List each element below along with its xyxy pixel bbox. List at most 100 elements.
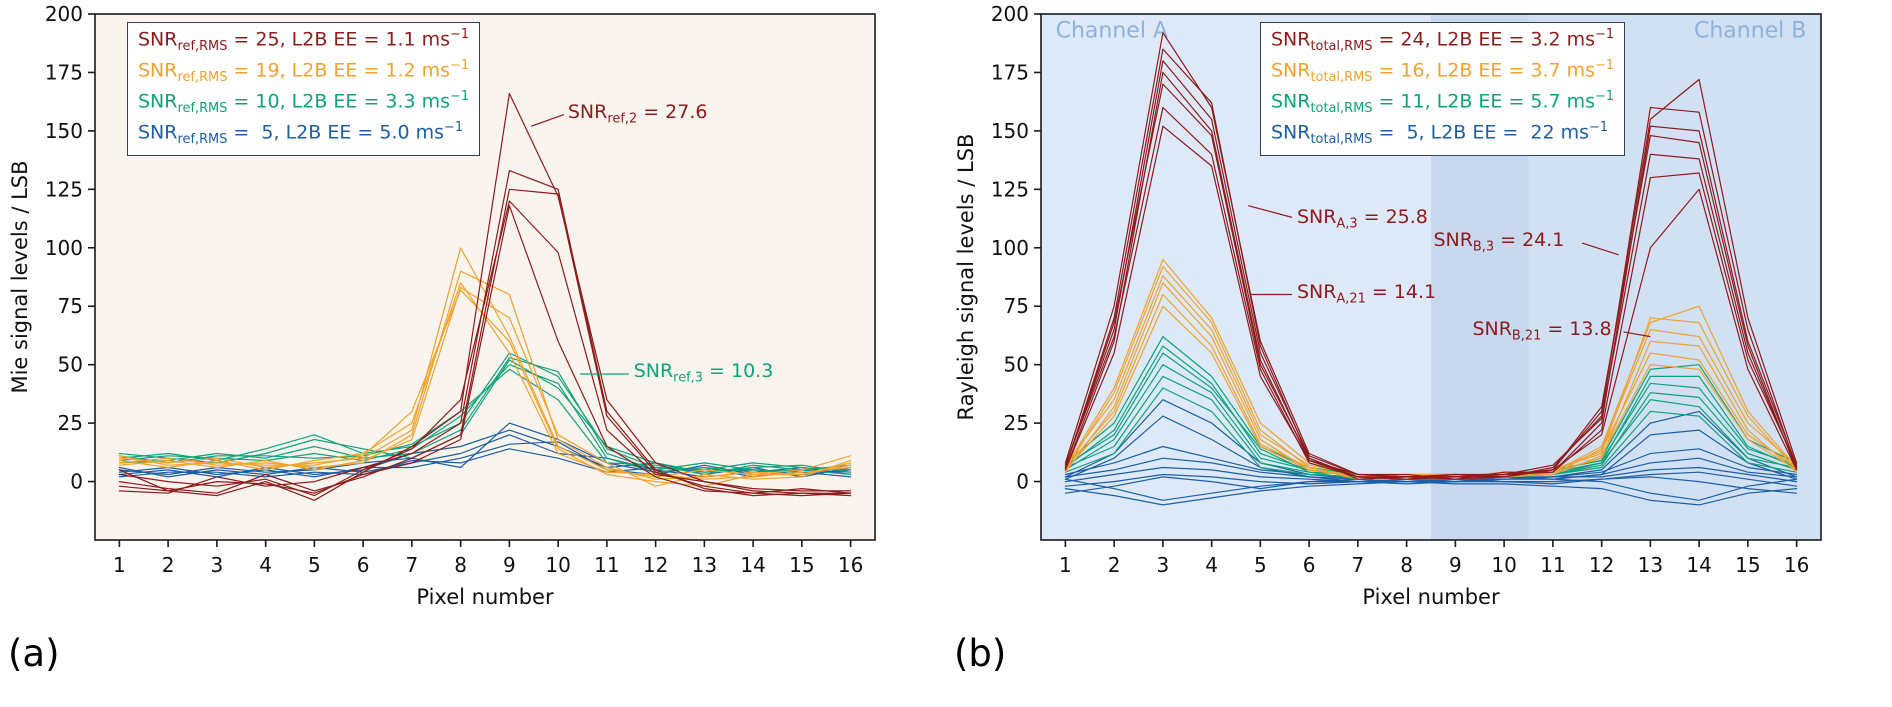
series-line [118,282,852,480]
panel-label-a: (a) [8,632,60,675]
y-tick-label: 50 [1004,353,1029,377]
panel-b: Channel A Channel B 0 25 50 75 100 125 150 175 200… [946,0,1892,707]
x-tick-label: 6 [1303,553,1316,577]
y-tick-label: 75 [58,294,83,318]
annotation-label: SNRA,21 = 14.1 [1296,280,1437,307]
legend: SNRtotal,RMS = 24, L2B EE = 3.2 ms−1 SNRt… [1260,22,1626,157]
y-tick-label: 125 [45,177,83,201]
annotation-label: SNRB,21 = 13.8 [1472,317,1612,344]
annotation-leader [1581,242,1619,256]
x-tick-label: 6 [357,553,370,577]
series-line [1064,83,1798,480]
x-axis-title: Pixel number [1362,585,1500,609]
series-line [118,188,852,497]
y-tick-label: 50 [58,353,83,377]
legend-entry: SNRtotal,RMS = 16, L2B EE = 3.7 ms−1 [1271,57,1615,85]
x-tick-label: 7 [1352,553,1365,577]
x-tick-label: 1 [1059,553,1072,577]
x-tick-label: 3 [1157,553,1170,577]
rayleigh-signal-chart: Channel A Channel B 0 25 50 75 100 125 150 175 200… [946,0,1892,707]
x-tick-label: 15 [1735,553,1760,577]
x-tick-label: 5 [308,553,321,577]
chart-svg: Channel A Channel B0255075100125150175200… [954,2,1822,609]
annotation-label: SNRB,3 = 24.1 [1433,228,1565,255]
y-tick-label: 25 [1004,411,1029,435]
legend-entry: SNRtotal,RMS = 11, L2B EE = 5.7 ms−1 [1271,88,1615,116]
y-tick-label: 0 [70,470,83,494]
y-tick-label: 25 [58,411,83,435]
series-line [118,92,852,501]
axes-frame [1040,13,1822,541]
series-line [1064,364,1798,480]
x-tick-label: 10 [545,553,570,577]
annotation-label: SNRref,3 = 10.3 [633,359,774,386]
y-tick-label: 125 [991,177,1029,201]
series-line [1064,125,1798,480]
legend-entry: SNRref,RMS = 5, L2B EE = 5.0 ms−1 [138,119,464,147]
panel-a: 0 25 50 75 100 125 150 175 200 1 2 3 4 5 6 7 8 9 10 11 12 13 1… [8,2,876,675]
x-tick-label: 9 [503,553,516,577]
x-tick-label: 11 [1540,553,1565,577]
x-tick-label: 9 [1449,553,1462,577]
series-line [118,368,852,476]
legend-entry: SNRref,RMS = 25, L2B EE = 1.1 ms−1 [138,27,470,55]
x-tick-label: 12 [643,553,668,577]
x-tick-label: 11 [594,553,619,577]
y-tick-label: 100 [45,236,83,260]
annotation-label: SNRA,3 = 25.8 [1296,205,1428,232]
y-axis-title: Mie signal levels / LSB [8,160,32,393]
y-axis-title: Rayleigh signal levels / LSB [954,134,978,421]
series-line [1064,415,1798,483]
legend: SNRref,RMS = 25, L2B EE = 1.1 ms−1 SNRref… [127,22,481,157]
y-tick-label: 200 [991,2,1029,26]
mie-signal-chart: 0 25 50 75 100 125 150 175 200 1 2 3 4 5 6 7 8 9 10 11 12 13 1… [8,2,876,609]
y-tick-label: 0 [1016,470,1029,494]
x-tick-label: 5 [1254,553,1267,577]
annotation-leader [531,113,565,127]
series-line [118,448,852,478]
series-line [1064,265,1798,478]
axes-frame [94,13,876,541]
x-tick-label: 3 [211,553,224,577]
legend-entry: SNRref,RMS = 10, L2B EE = 3.3 ms−1 [138,88,470,116]
y-tick-label: 175 [45,60,83,84]
series-line [118,205,852,494]
series-line [118,289,852,487]
legend-entry: SNRtotal,RMS = 24, L2B EE = 3.2 ms−1 [1271,27,1615,55]
panel-label-b: (b) [954,632,1007,675]
x-tick-label: 8 [1400,553,1413,577]
x-tick-label: 2 [1108,553,1121,577]
series-line [1064,481,1798,506]
x-tick-label: 4 [1205,553,1218,577]
series-line [1064,478,1798,501]
y-tick-label: 175 [991,60,1029,84]
channel-label: Channel B [1694,18,1806,43]
x-tick-label: 12 [1589,553,1614,577]
x-tick-label: 16 [838,553,863,577]
annotation-label: SNRref,2 = 27.6 [567,100,708,127]
x-axis-title: Pixel number [416,585,554,609]
x-tick-label: 8 [454,553,467,577]
y-tick-label: 200 [45,2,83,26]
legend-entry: SNRtotal,RMS = 5, L2B EE = 22 ms−1 [1271,119,1609,147]
annotation-leader [1623,331,1651,338]
x-tick-label: 13 [692,553,717,577]
channel-label: Channel A [1056,18,1168,43]
x-tick-label: 10 [1491,553,1516,577]
x-tick-label: 2 [162,553,175,577]
series-line [1064,71,1798,478]
y-tick-label: 75 [1004,294,1029,318]
y-tick-label: 150 [45,119,83,143]
legend-entry: SNRref,RMS = 19, L2B EE = 1.2 ms−1 [138,57,470,85]
y-tick-label: 100 [991,236,1029,260]
x-tick-label: 16 [1784,553,1809,577]
annotation-leader [1248,205,1293,218]
x-tick-label: 1 [113,553,126,577]
y-tick-label: 150 [991,119,1029,143]
x-tick-label: 14 [1686,553,1711,577]
x-tick-label: 13 [1638,553,1663,577]
series-line [118,247,852,478]
x-tick-label: 7 [406,553,419,577]
x-tick-label: 4 [259,553,272,577]
